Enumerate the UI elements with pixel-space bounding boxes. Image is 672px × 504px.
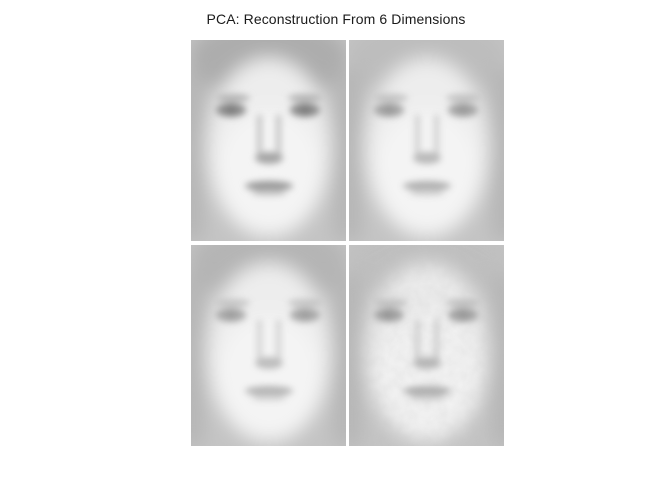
reconstruction-grid [191,40,504,446]
face-reconstruction-1 [191,40,346,241]
face-reconstruction-3 [191,245,346,446]
face-reconstruction-4 [349,245,504,446]
face-reconstruction-2 [349,40,504,241]
figure-title: PCA: Reconstruction From 6 Dimensions [206,11,466,27]
